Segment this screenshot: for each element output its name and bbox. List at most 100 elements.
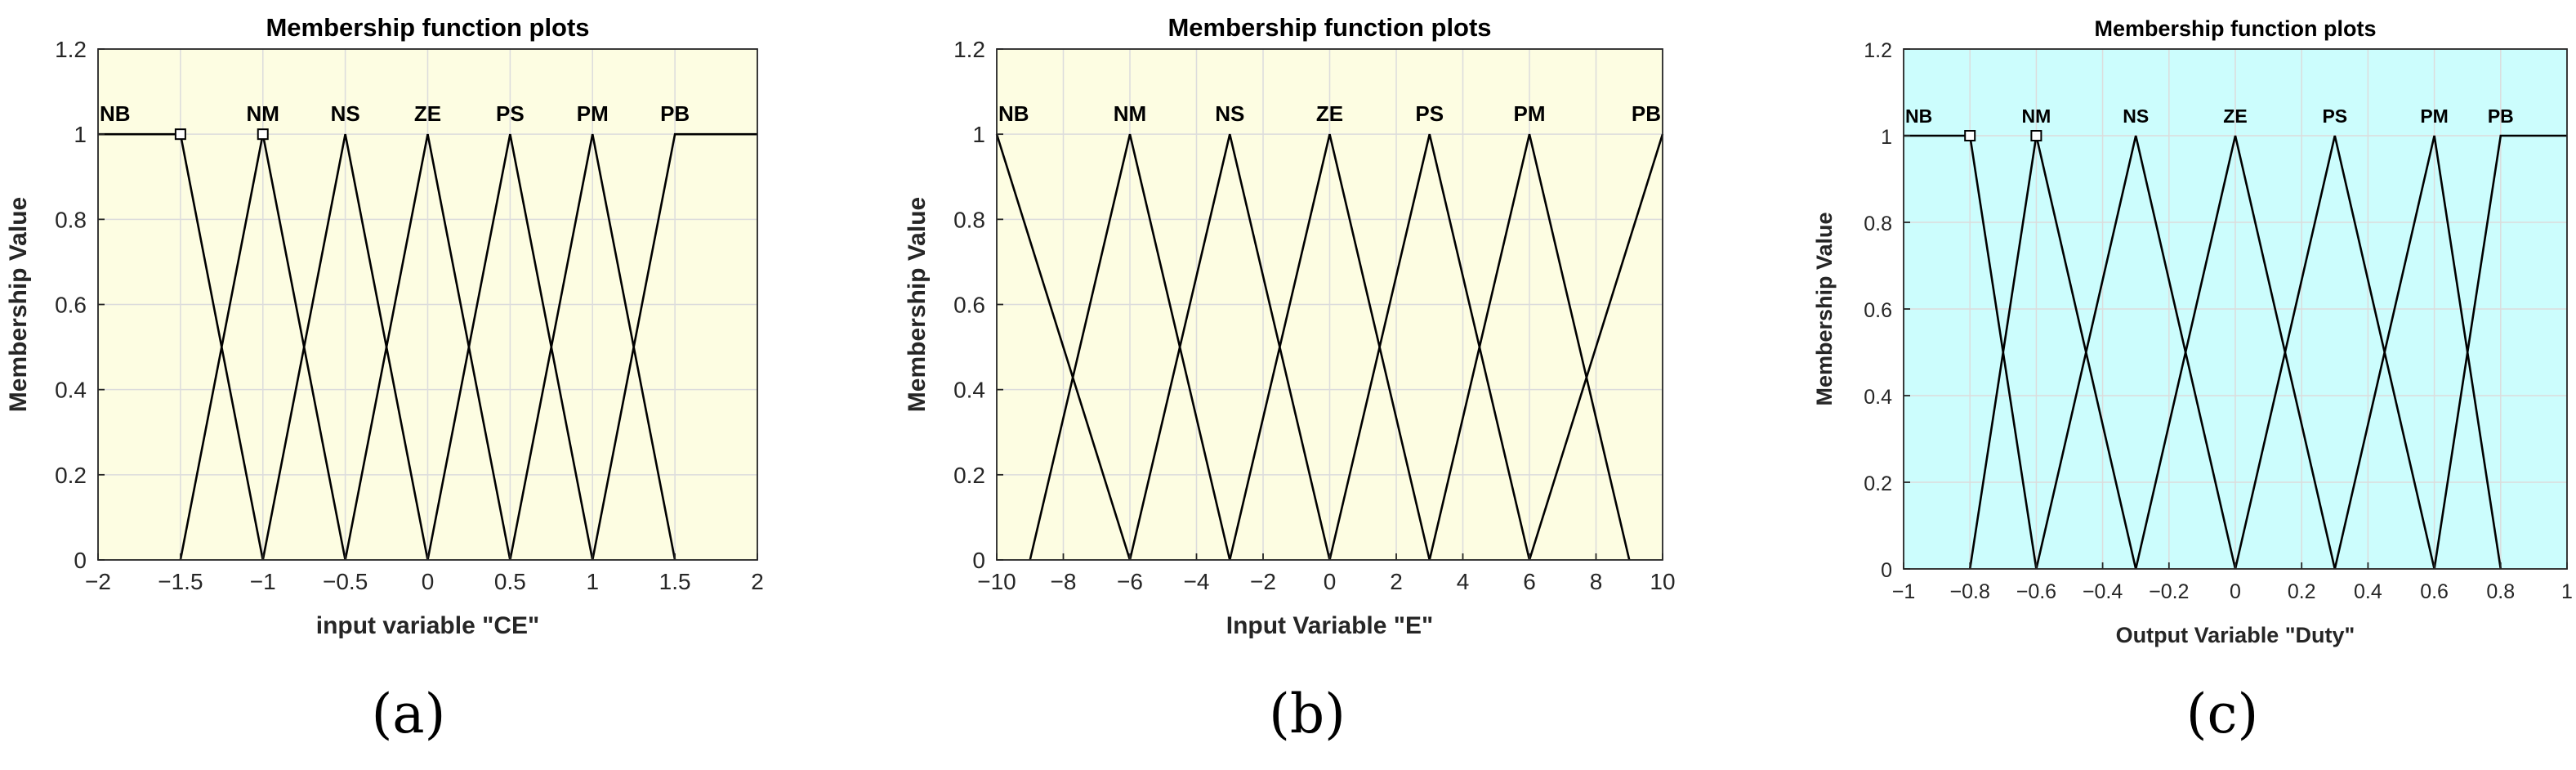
series-label-NM: NM xyxy=(2022,105,2051,127)
series-marker-NB xyxy=(174,128,186,141)
x-tick-label: −2 xyxy=(85,569,111,594)
series-label-ZE: ZE xyxy=(2223,105,2247,127)
series-line-PS xyxy=(2234,135,2435,570)
chart-panel-2: NB NM NS ZE PS PM PB −1 −0.8 −0.6 −0.4 −0.2 0 0.2 0.4 0… xyxy=(1812,16,2573,647)
series-line-PS xyxy=(426,133,594,561)
x-tick-label: −1.5 xyxy=(158,569,203,594)
series-label-PM: PM xyxy=(577,101,609,126)
x-tick-label: 2 xyxy=(1390,569,1403,594)
series-label-NB: NB xyxy=(1905,105,1932,127)
series-label-PS: PS xyxy=(496,101,525,126)
y-tick-label: 1 xyxy=(972,122,985,147)
series-label-PB: PB xyxy=(660,101,690,126)
chart-title: Membership function plots xyxy=(266,13,589,42)
series-label-ZE: ZE xyxy=(414,101,441,126)
series-line-PB xyxy=(1528,133,1664,561)
series-label-PM: PM xyxy=(2420,105,2449,127)
y-tick-label: 1 xyxy=(1881,126,1892,149)
series-label-ZE: ZE xyxy=(1316,101,1343,126)
series-line-NS xyxy=(261,133,429,561)
y-tick-label: 0.8 xyxy=(55,207,87,232)
series-line-PM xyxy=(1428,133,1631,561)
x-tick-label: −0.5 xyxy=(323,569,368,594)
series-label-NS: NS xyxy=(331,101,360,126)
y-tick-label: 0.6 xyxy=(1864,299,1892,322)
y-tick-label: 0.2 xyxy=(1864,472,1892,495)
x-tick-label: −1 xyxy=(250,569,276,594)
series-line-ZE xyxy=(344,133,511,561)
y-tick-label: 0 xyxy=(1881,559,1892,582)
y-tick-label: 0.4 xyxy=(953,378,985,403)
x-tick-label: 0.8 xyxy=(2486,580,2515,603)
x-tick-label: 4 xyxy=(1457,569,1470,594)
series-line-NS xyxy=(1128,133,1331,561)
series-line-PB xyxy=(591,132,757,561)
y-tick-label: 1.2 xyxy=(953,37,985,62)
chart-panel-1: NB NM NS ZE PS PM PB −10 −8 −6 −4 −2 0 2 4 6 8 10 0 0.2 0.4 0… xyxy=(904,13,1676,639)
x-tick-label: −0.6 xyxy=(2016,580,2056,603)
x-tick-label: 0 xyxy=(1324,569,1337,594)
series-line-PS xyxy=(1328,133,1531,561)
x-tick-label: 0.4 xyxy=(2354,580,2382,603)
y-axis-label: Membership Value xyxy=(5,197,32,412)
series-label-PB: PB xyxy=(2488,105,2514,127)
x-axis-label: Output Variable "Duty" xyxy=(2116,623,2355,647)
panel-label: (b) xyxy=(1269,683,1346,745)
x-tick-label: −2 xyxy=(1250,569,1276,594)
x-axis-label: input variable "CE" xyxy=(316,612,540,639)
chart-title: Membership function plots xyxy=(1167,13,1491,42)
panel-label: (a) xyxy=(371,683,446,745)
y-axis-label: Membership Value xyxy=(904,197,931,412)
series-line-PM xyxy=(2333,135,2502,570)
x-tick-label: −0.2 xyxy=(2149,580,2189,603)
series-label-NM: NM xyxy=(1114,101,1146,126)
series-label-PS: PS xyxy=(1415,101,1444,126)
x-tick-label: −4 xyxy=(1184,569,1210,594)
x-tick-label: −0.8 xyxy=(1950,580,1990,603)
chart-panel-0: NB NM NS ZE PS PM PB −2 −1.5 −1 −0.5 0 0.5 1 1.5 2 0 0.2 0… xyxy=(5,13,764,639)
series-label-NS: NS xyxy=(1215,101,1244,126)
series-line-ZE xyxy=(1228,133,1431,561)
series-label-PS: PS xyxy=(2322,105,2347,127)
y-tick-label: 0.6 xyxy=(55,293,87,318)
series-label-NB: NB xyxy=(998,101,1029,126)
x-tick-label: 1 xyxy=(2561,580,2573,603)
x-tick-label: −0.4 xyxy=(2083,580,2123,603)
y-tick-label: 0.2 xyxy=(55,463,87,488)
y-tick-label: 1.2 xyxy=(1864,39,1892,62)
x-tick-label: 8 xyxy=(1590,569,1603,594)
x-tick-label: −10 xyxy=(977,569,1016,594)
series-line-ZE xyxy=(2134,135,2337,570)
y-tick-label: 1.2 xyxy=(55,37,87,62)
x-tick-label: 10 xyxy=(1650,569,1675,594)
x-tick-label: 6 xyxy=(1523,569,1536,594)
y-tick-label: 0.4 xyxy=(55,378,87,403)
series-label-NS: NS xyxy=(2123,105,2149,127)
y-tick-label: 0.8 xyxy=(1864,213,1892,235)
y-tick-label: 0 xyxy=(972,548,985,573)
series-marker-NM xyxy=(2030,130,2042,141)
series-label-NB: NB xyxy=(100,101,131,126)
x-tick-label: 0.6 xyxy=(2420,580,2449,603)
y-tick-label: 0.4 xyxy=(1864,386,1892,409)
y-tick-label: 0.2 xyxy=(953,463,985,488)
y-axis-label: Membership Value xyxy=(1812,212,1837,405)
chart-title: Membership function plots xyxy=(2094,16,2376,41)
series-line-NB xyxy=(995,133,1132,561)
x-tick-label: 0.2 xyxy=(2288,580,2316,603)
x-tick-label: 0 xyxy=(422,569,435,594)
x-tick-label: 0 xyxy=(2230,580,2241,603)
x-tick-label: −6 xyxy=(1117,569,1143,594)
series-line-NM xyxy=(1029,133,1231,561)
x-tick-label: 1.5 xyxy=(659,569,691,594)
series-marker-NB xyxy=(1964,130,1976,141)
x-tick-label: 2 xyxy=(751,569,764,594)
y-tick-label: 0.8 xyxy=(953,207,985,232)
series-marker-NM xyxy=(257,128,269,141)
series-label-PB: PB xyxy=(1632,101,1661,126)
y-tick-label: 0.6 xyxy=(953,293,985,318)
series-label-PM: PM xyxy=(1514,101,1546,126)
x-tick-label: 0.5 xyxy=(494,569,526,594)
x-axis-label: Input Variable "E" xyxy=(1226,612,1434,639)
